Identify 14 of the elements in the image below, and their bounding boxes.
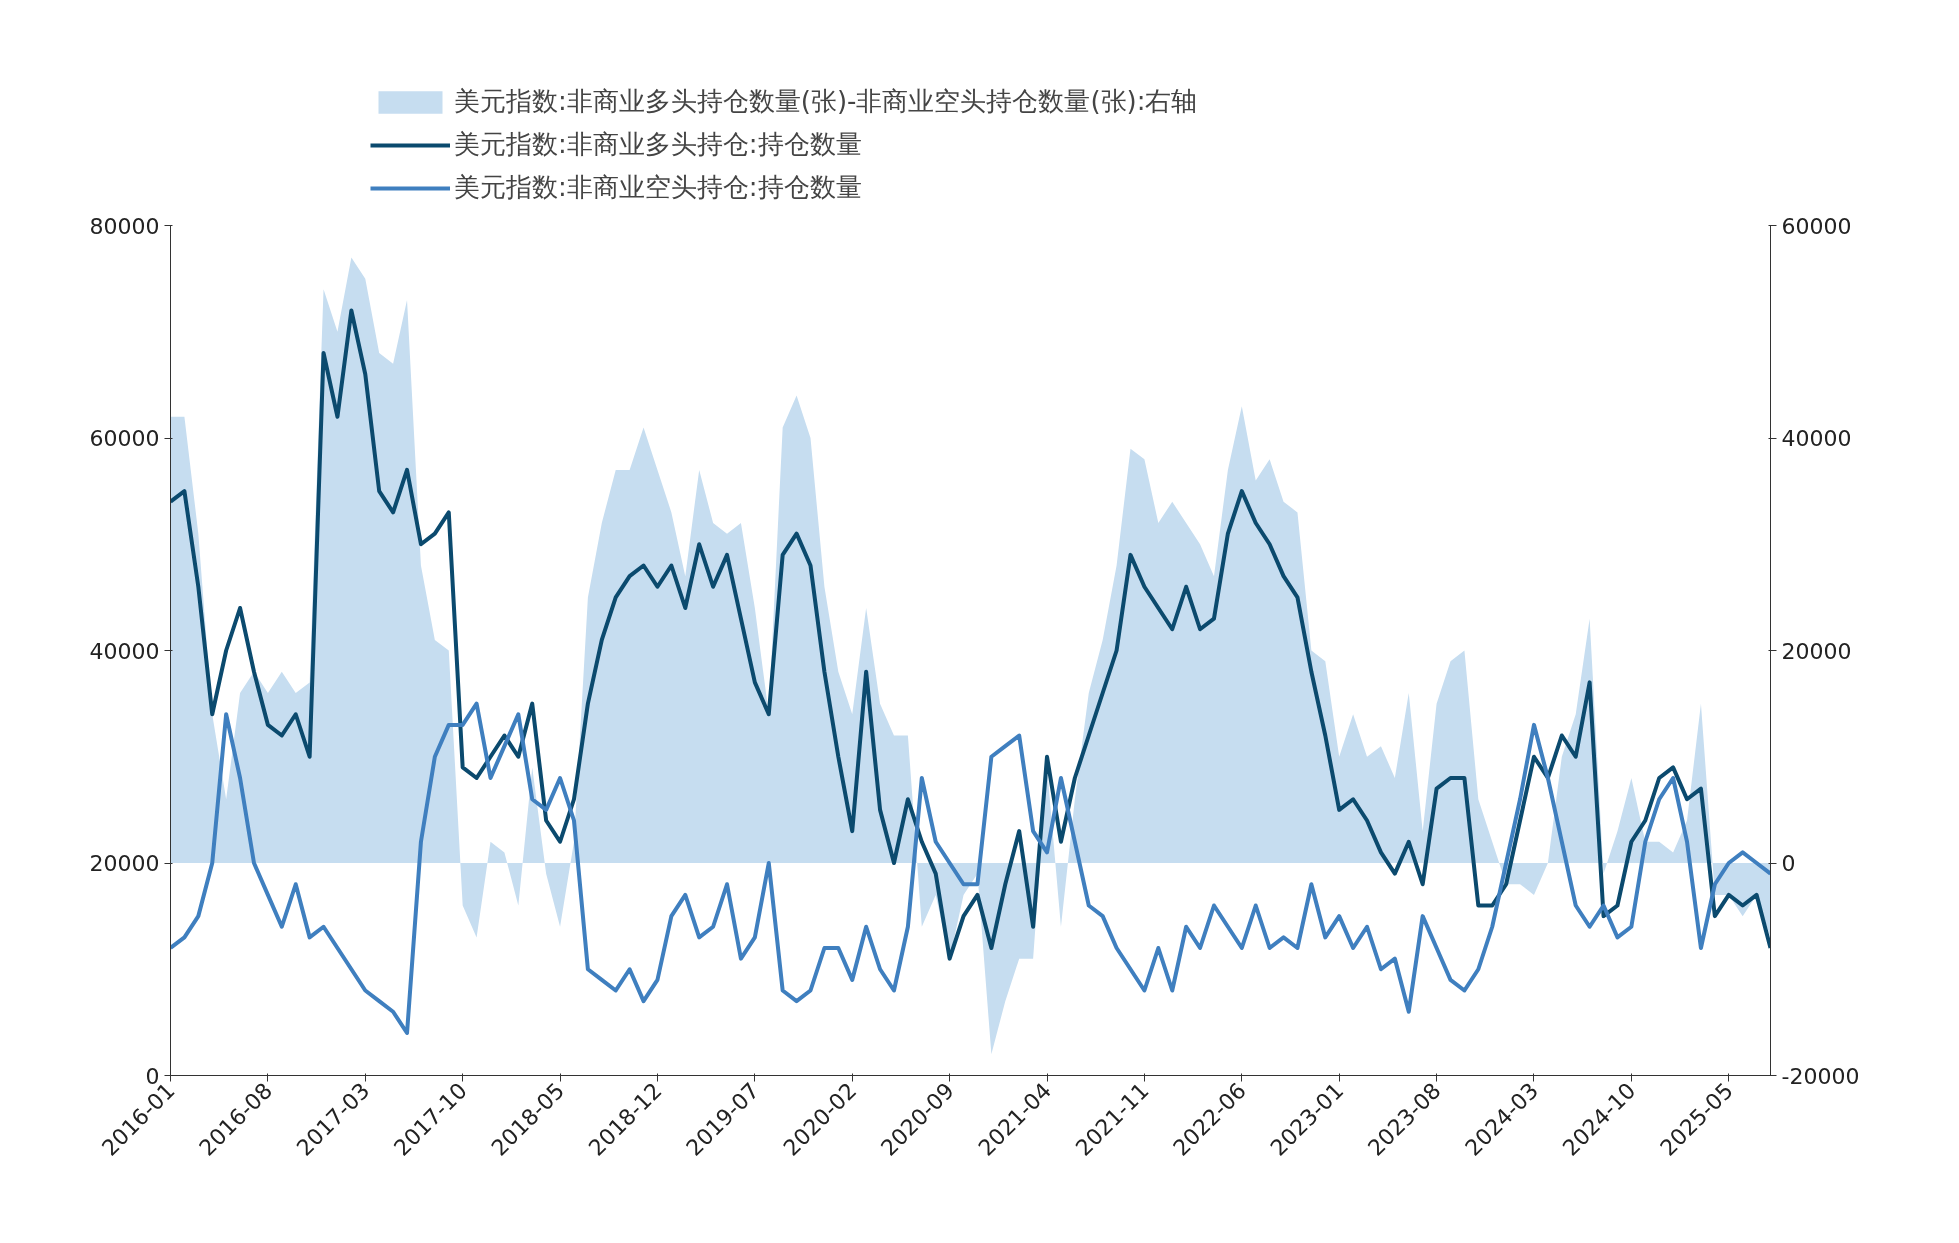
y2-tick-label: 40000	[1781, 426, 1852, 451]
y-tick-label: 20000	[89, 851, 160, 876]
y2-tick-label: -20000	[1781, 1063, 1860, 1089]
y-tick-label: 40000	[89, 638, 160, 664]
y2-tick-label: 20000	[1781, 638, 1852, 664]
legend-label: 美元指数:非商业多头持仓:持仓数量	[454, 128, 862, 161]
y2-tick-label: 0	[1781, 851, 1796, 876]
y-tick-label: 80000	[89, 213, 160, 239]
legend-label: 美元指数:非商业多头持仓数量(张)-非商业空头持仓数量(张):右轴	[454, 85, 1198, 118]
line-series	[170, 701, 1771, 1035]
line-series	[170, 308, 1771, 961]
legend-label: 美元指数:非商业空头持仓:持仓数量	[454, 171, 862, 204]
y-tick-label: 60000	[89, 426, 160, 451]
y2-tick-label: 60000	[1781, 213, 1852, 239]
